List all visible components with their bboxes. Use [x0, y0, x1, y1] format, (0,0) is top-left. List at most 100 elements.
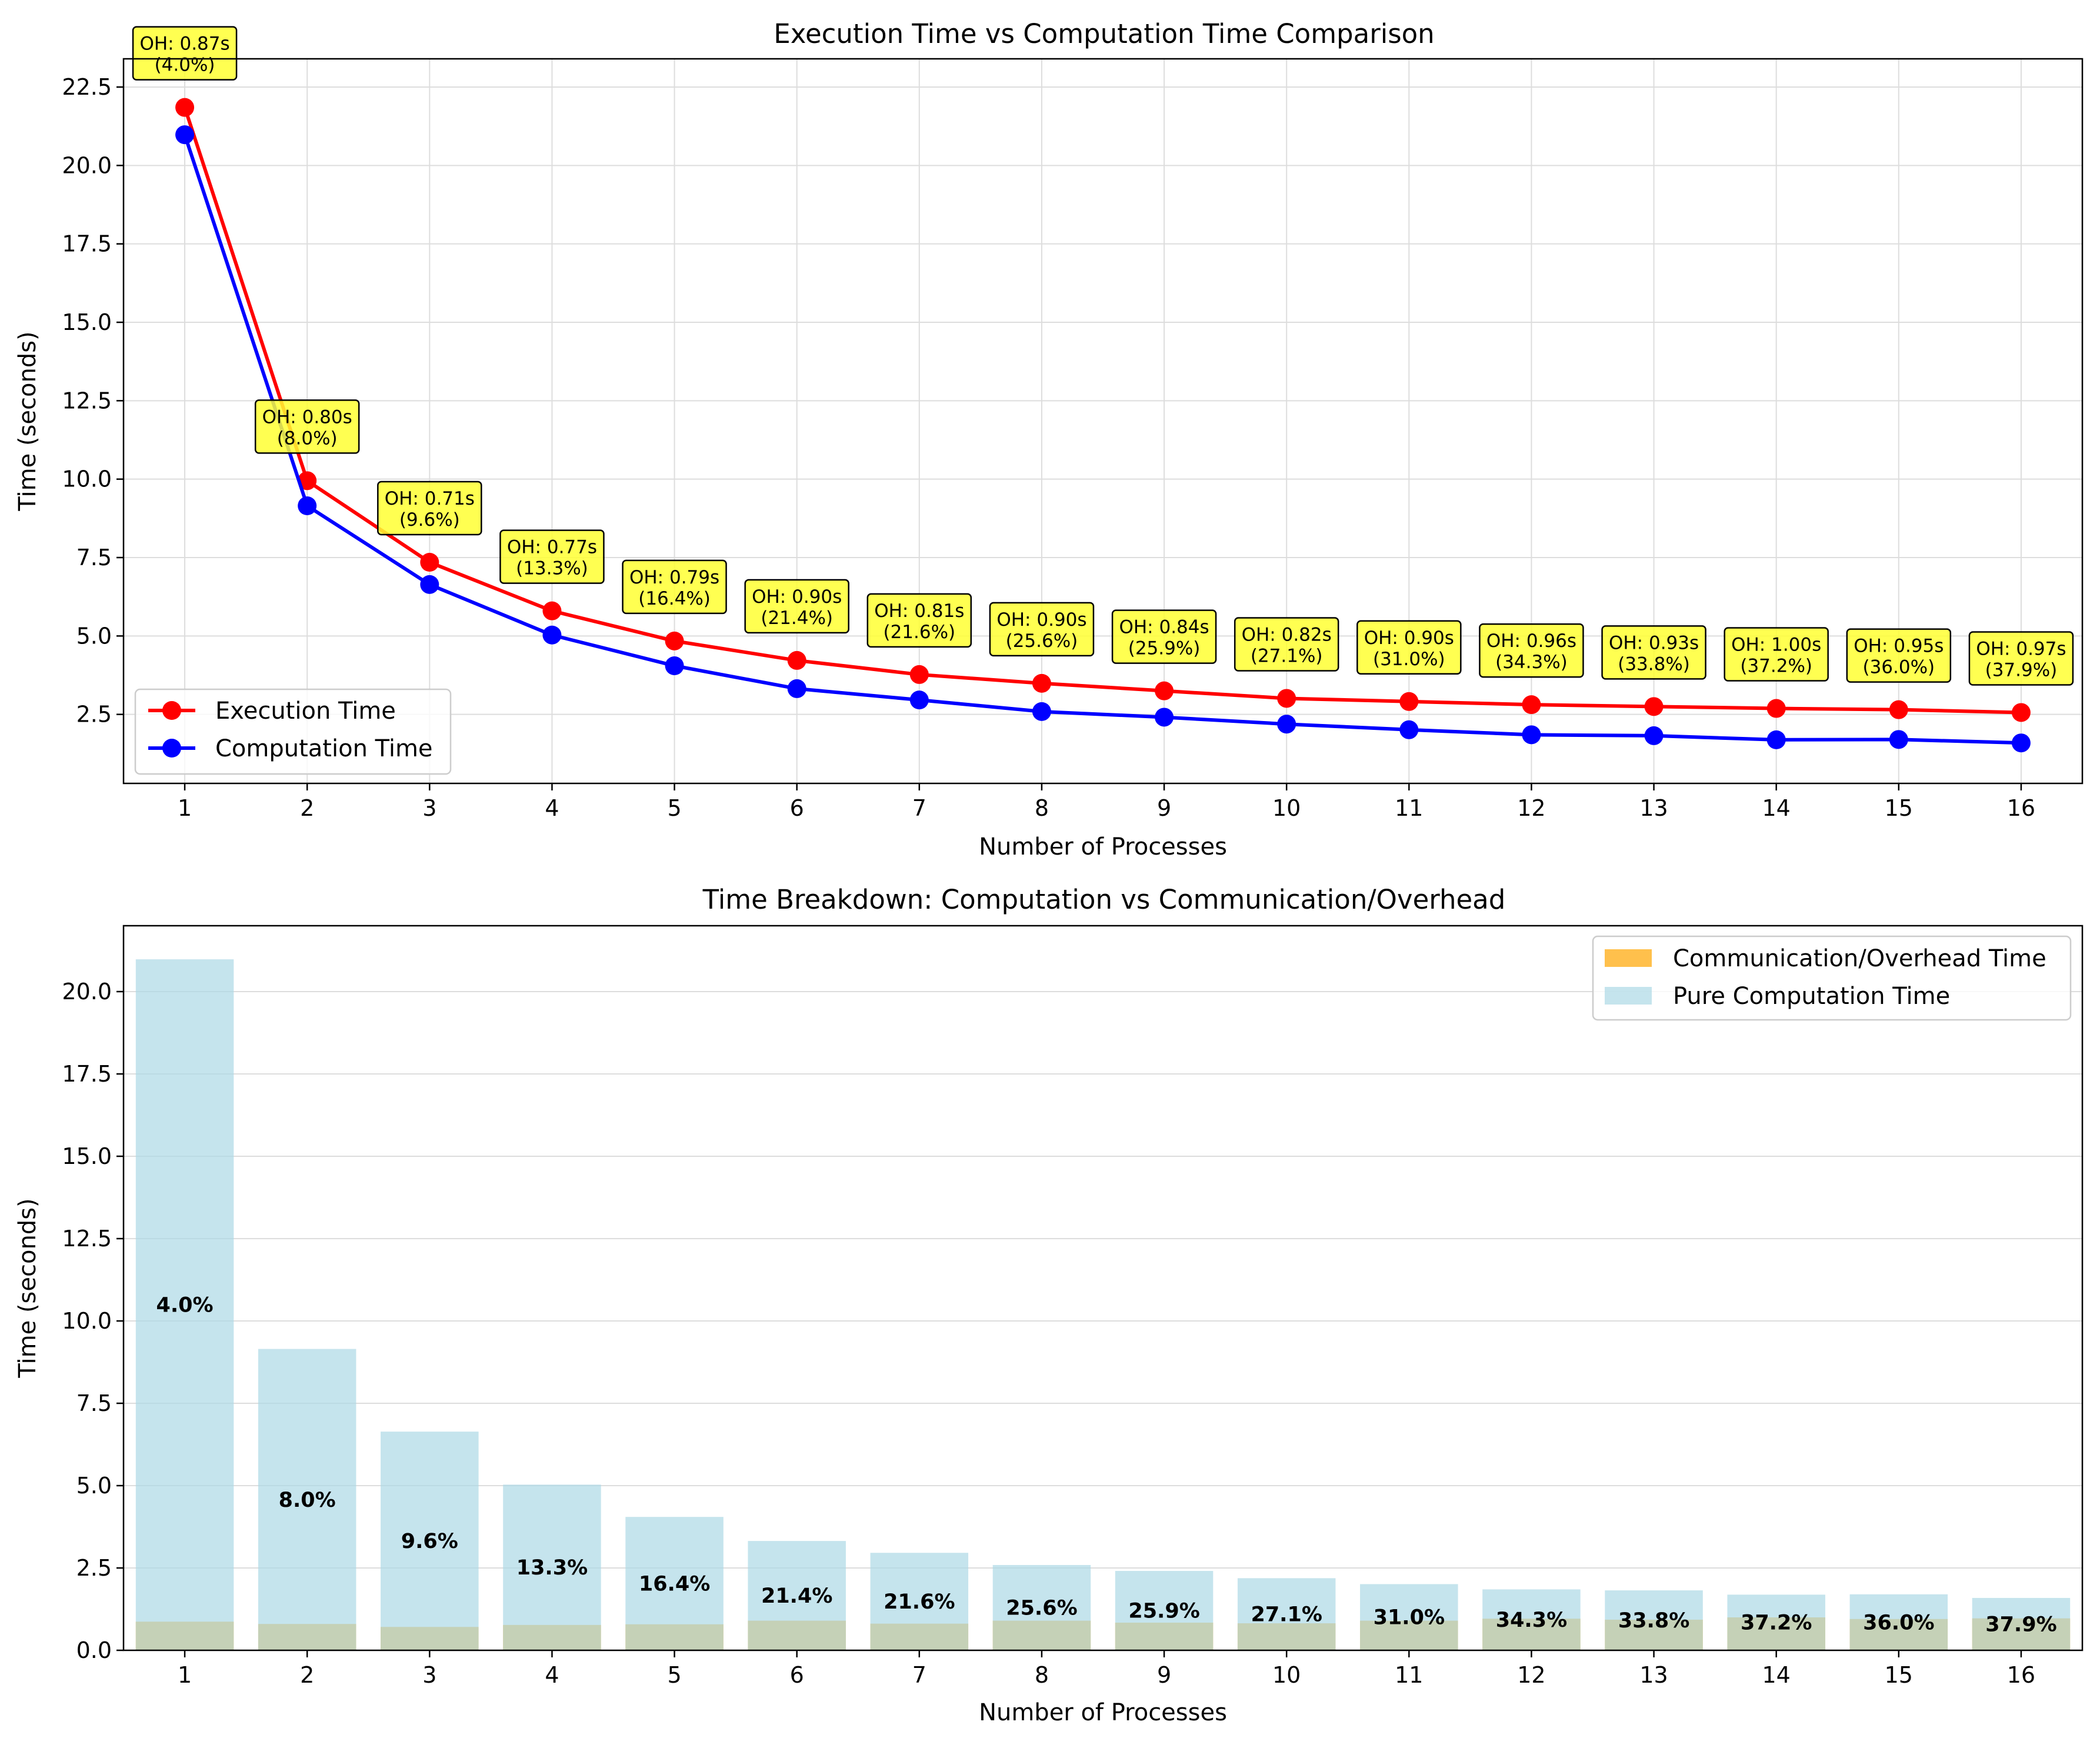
x-tick-label: 10	[1272, 795, 1301, 821]
annotation-box	[1356, 620, 1462, 675]
annotation-box	[622, 559, 727, 615]
overhead-percent-label: 37.2%	[1741, 1611, 1812, 1635]
x-tick-label: 10	[1272, 1662, 1301, 1688]
legend-item-computation: Computation Time	[148, 735, 433, 762]
annotation-overhead-percent: (25.9%)	[1128, 638, 1201, 659]
overhead-percent-label: 25.6%	[1006, 1596, 1077, 1620]
annotation-overhead-percent: (27.1%)	[1251, 645, 1323, 666]
overhead-annotation: OH: 1.00s(37.2%)	[1724, 627, 1829, 682]
y-tick-label: 15.0	[62, 309, 112, 335]
legend-label-overhead: Communication/Overhead Time	[1673, 945, 2046, 972]
y-tick-label: 17.5	[62, 1061, 112, 1087]
computation-time-point	[175, 125, 195, 145]
x-axis-label: Number of Processes	[979, 833, 1227, 860]
y-tick-label: 2.5	[76, 1555, 112, 1581]
computation-bar	[992, 1564, 1091, 1650]
annotation-overhead-value: OH: 0.96s	[1486, 630, 1576, 652]
annotation-overhead-percent: (37.2%)	[1740, 656, 1812, 677]
computation-bar	[1482, 1589, 1581, 1650]
computation-bar	[381, 1432, 479, 1650]
annotation-box	[132, 26, 238, 81]
overhead-annotation: OH: 0.87s(4.0%)	[132, 26, 238, 81]
computation-time-point	[420, 575, 439, 594]
annotation-box	[989, 602, 1095, 657]
overhead-percent-label: 34.3%	[1496, 1609, 1567, 1632]
legend-frame	[1592, 935, 2072, 1021]
plot-area	[175, 98, 2031, 753]
computation-bar	[1972, 1597, 2071, 1650]
legend-item-execution: Execution Time	[148, 698, 396, 725]
computation-time-point	[1766, 730, 1786, 749]
execution-time-point	[1644, 697, 1664, 716]
computation-time-point	[298, 496, 317, 515]
overhead-annotation: OH: 0.81s(21.6%)	[866, 593, 972, 648]
x-tick-label: 12	[1517, 795, 1545, 821]
overhead-percent-label: 27.1%	[1251, 1603, 1322, 1627]
x-axis: 1 2 3 4 5 6 7 8 9 10 11 12 13 14 15 16	[178, 1650, 2035, 1688]
overhead-annotation: OH: 0.95s(36.0%)	[1846, 628, 1952, 683]
execution-time-point	[542, 601, 562, 620]
annotation-box	[1234, 617, 1339, 672]
annotation-overhead-percent: (13.3%)	[516, 558, 588, 579]
annotation-overhead-percent: (31.0%)	[1373, 649, 1445, 670]
x-tick-label: 8	[1035, 795, 1049, 821]
annotation-overhead-value: OH: 0.97s	[1976, 638, 2066, 659]
annotation-overhead-percent: (25.6%)	[1006, 630, 1078, 652]
overhead-percent-label: 8.0%	[279, 1489, 336, 1512]
gridlines	[124, 59, 2082, 783]
annotation-box	[1968, 631, 2074, 686]
overhead-percent-label: 37.9%	[1985, 1613, 2056, 1636]
computation-bar	[503, 1484, 601, 1650]
plot-area: 4.0% 8.0% 9.6% 13.3% 16.4% 21.4% 21.6% 25.6% 25.…	[135, 959, 2071, 1650]
x-tick-label: 14	[1762, 795, 1791, 821]
execution-time-point	[420, 553, 439, 572]
x-tick-label: 5	[667, 795, 681, 821]
chart-title: Execution Time vs Computation Time Compa…	[774, 18, 1434, 49]
x-tick-label: 6	[790, 795, 804, 821]
overhead-annotation: OH: 0.71s(9.6%)	[377, 481, 482, 536]
annotation-overhead-percent: (21.6%)	[883, 622, 955, 643]
x-tick-label: 16	[2007, 795, 2035, 821]
annotation-box	[254, 399, 360, 454]
x-tick-label: 7	[912, 1662, 926, 1688]
x-axis: 1 2 3 4 5 6 7 8 9 10 11 12 13 14 15 16	[178, 783, 2035, 821]
annotation-box	[499, 529, 605, 584]
overhead-percent-label: 9.6%	[401, 1530, 458, 1553]
annotation-overhead-value: OH: 0.93s	[1609, 632, 1699, 653]
overhead-percent-label: 21.4%	[761, 1584, 832, 1608]
x-tick-label: 13	[1639, 795, 1668, 821]
legend-swatch-computation	[1605, 987, 1652, 1005]
overhead-percent-label: 16.4%	[639, 1573, 710, 1596]
y-axis: 2.5 5.0 7.5 10.0 12.5 15.0 17.5 20.0 22.5	[62, 74, 124, 728]
annotation-overhead-value: OH: 0.84s	[1119, 617, 1209, 638]
legend-label-computation: Computation Time	[215, 735, 433, 762]
computation-time-point	[1155, 708, 1174, 727]
annotation-overhead-value: OH: 0.80s	[262, 406, 352, 428]
x-tick-label: 6	[790, 1662, 804, 1688]
overhead-percent-label: 21.6%	[884, 1590, 955, 1614]
x-tick-label: 11	[1395, 1662, 1423, 1688]
execution-time-point	[1155, 681, 1174, 700]
overhead-annotation: OH: 0.93s(33.8%)	[1601, 625, 1706, 680]
computation-time-point	[542, 625, 562, 645]
overhead-percent-label: 36.0%	[1863, 1611, 1934, 1634]
execution-time-point	[175, 98, 195, 117]
y-axis-label: Time (seconds)	[14, 1198, 41, 1378]
x-tick-label: 9	[1157, 795, 1171, 821]
computation-time-point	[787, 679, 806, 698]
computation-time-point	[909, 690, 929, 710]
x-tick-label: 2	[300, 1662, 314, 1688]
execution-time-point	[298, 471, 317, 491]
annotation-overhead-value: OH: 1.00s	[1731, 635, 1821, 656]
y-tick-label: 5.0	[76, 623, 112, 649]
annotation-box	[1846, 628, 1952, 683]
overhead-annotation: OH: 0.79s(16.4%)	[622, 559, 727, 615]
computation-bar	[748, 1541, 846, 1650]
x-tick-label: 16	[2007, 1662, 2035, 1688]
legend-swatch-overhead	[1605, 949, 1652, 967]
x-tick-label: 2	[300, 795, 314, 821]
computation-bar	[1727, 1594, 1825, 1650]
overhead-annotation: OH: 0.97s(37.9%)	[1968, 631, 2074, 686]
computation-time-point	[1399, 720, 1419, 739]
